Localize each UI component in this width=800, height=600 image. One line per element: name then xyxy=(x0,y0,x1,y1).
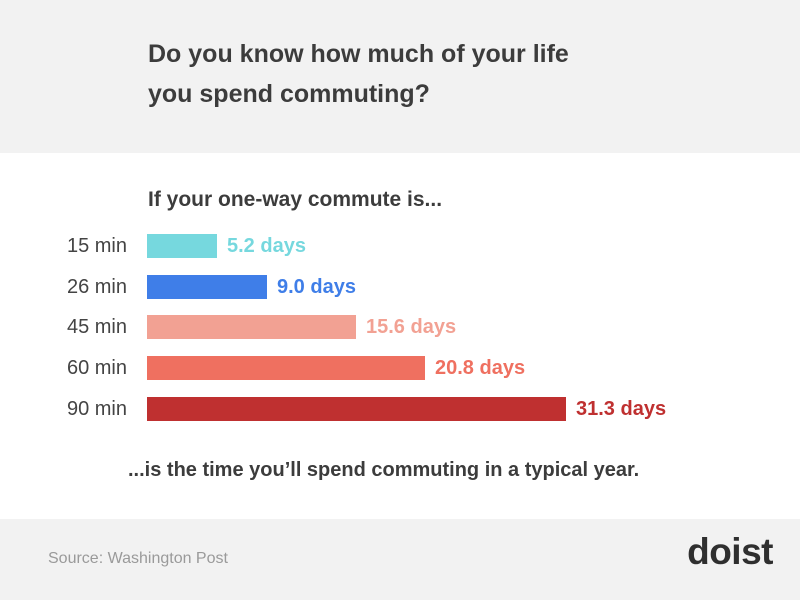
bar-row: 26 min 9.0 days xyxy=(0,274,800,300)
value-label: 9.0 days xyxy=(277,276,356,298)
bar-row: 15 min 5.2 days xyxy=(0,233,800,259)
chart-panel: If your one-way commute is... 15 min 5.2 … xyxy=(0,153,800,519)
bar-row: 60 min 20.8 days xyxy=(0,355,800,381)
category-label: 15 min xyxy=(66,235,127,257)
bar xyxy=(147,315,356,339)
category-label: 45 min xyxy=(66,316,127,338)
value-label: 20.8 days xyxy=(435,357,526,379)
source-note: Source: Washington Post xyxy=(48,550,228,567)
value-label: 5.2 days xyxy=(227,235,306,257)
bar-row: 45 min 15.6 days xyxy=(0,314,800,340)
category-label: 26 min xyxy=(66,276,127,298)
bar-row: 90 min 31.3 days xyxy=(0,396,800,422)
bar xyxy=(147,397,566,421)
page-title: Do you know how much of your life you sp… xyxy=(148,34,708,114)
value-label: 15.6 days xyxy=(366,316,457,338)
header: Do you know how much of your life you sp… xyxy=(0,0,800,153)
doist-logo: doist xyxy=(687,531,773,572)
chart-caption: ...is the time you’ll spend commuting in… xyxy=(128,459,640,481)
category-label: 90 min xyxy=(66,398,127,420)
value-label: 31.3 days xyxy=(576,398,667,420)
footer: Source: Washington Post doist xyxy=(0,519,800,600)
bar-chart: 15 min 5.2 days 26 min 9.0 days 45 min 15.6 d… xyxy=(0,233,800,433)
bar xyxy=(147,275,267,299)
category-label: 60 min xyxy=(66,357,127,379)
bar xyxy=(147,234,217,258)
bar xyxy=(147,356,425,380)
chart-subtitle: If your one-way commute is... xyxy=(148,188,443,211)
title-line-1: Do you know how much of your life xyxy=(148,40,569,68)
title-line-2: you spend commuting? xyxy=(148,80,430,108)
